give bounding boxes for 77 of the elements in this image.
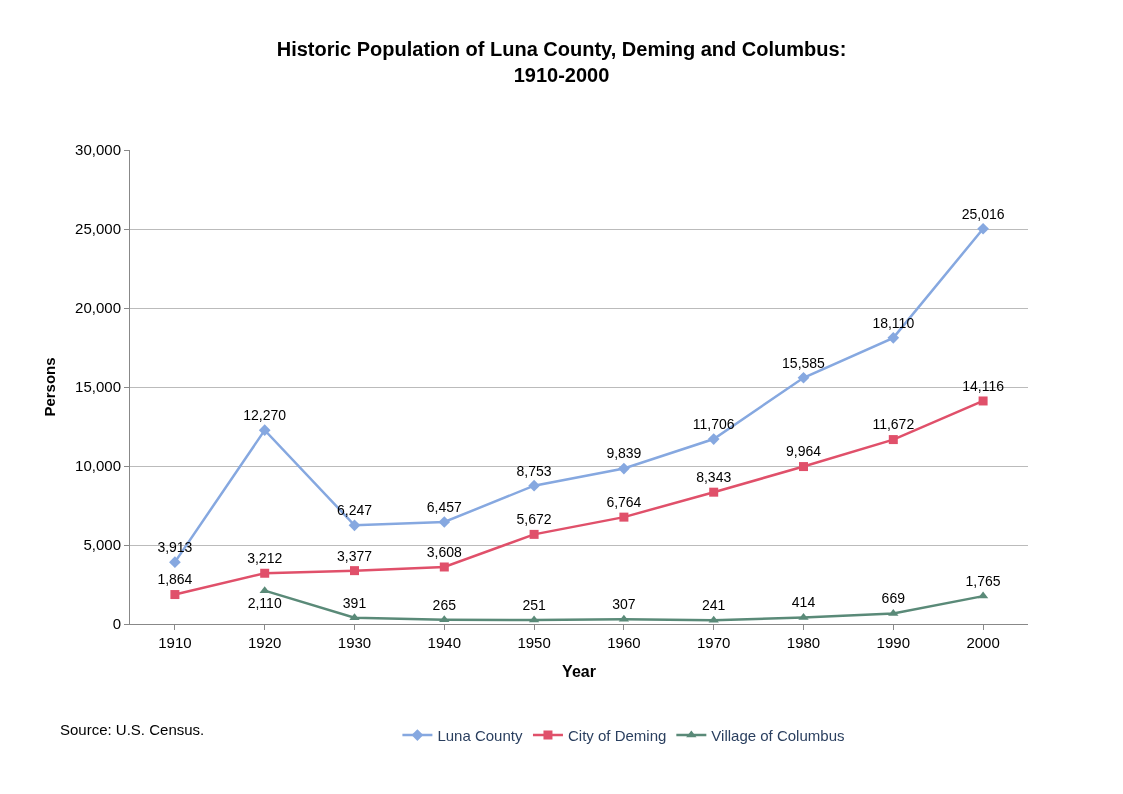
legend-label: Village of Columbus <box>711 726 845 744</box>
data-label: 9,839 <box>606 445 642 462</box>
point <box>888 608 899 616</box>
data-label: 12,270 <box>243 407 287 424</box>
point <box>799 462 808 472</box>
legend-label: Luna County <box>437 726 523 744</box>
data-label: 18,110 <box>872 314 915 331</box>
point <box>798 612 809 620</box>
x-tick-label: 1940 <box>427 634 461 651</box>
data-label: 391 <box>342 594 367 611</box>
data-label: 15,585 <box>782 354 826 371</box>
y-tick-label: 20,000 <box>75 299 121 317</box>
point <box>170 590 180 600</box>
x-tick-label: 1970 <box>697 634 731 651</box>
point <box>888 435 898 445</box>
data-label: 307 <box>612 596 636 613</box>
data-label: 3,913 <box>157 539 193 556</box>
point <box>978 396 988 406</box>
data-label: 3,608 <box>426 543 463 560</box>
point <box>438 516 451 528</box>
point <box>707 433 720 445</box>
data-label: 251 <box>522 596 546 613</box>
data-label: 9,964 <box>785 443 822 460</box>
data-label: 3,377 <box>336 547 373 564</box>
data-label: 25,016 <box>961 205 1005 222</box>
data-label: 11,706 <box>692 415 735 432</box>
x-tick-label: 1980 <box>786 634 821 651</box>
x-tick-label: 1990 <box>876 634 910 651</box>
x-tick-label: 1950 <box>517 634 551 651</box>
x-tick-label: 1910 <box>158 634 192 651</box>
point <box>439 562 449 572</box>
point <box>619 512 629 522</box>
data-label: 6,457 <box>426 498 463 515</box>
point <box>258 424 271 436</box>
source-note: Source: U.S. Census. <box>60 721 205 738</box>
point <box>348 519 361 532</box>
data-label: 8,753 <box>516 462 552 479</box>
data-label: 11,672 <box>872 416 915 433</box>
y-tick-label: 15,000 <box>75 378 121 396</box>
data-label: 2,110 <box>247 594 282 611</box>
legend-label: City of Deming <box>567 726 667 744</box>
point <box>169 556 181 569</box>
data-label: 241 <box>702 597 726 614</box>
point <box>709 487 719 497</box>
data-label: 6,764 <box>606 494 642 511</box>
data-label: 265 <box>432 596 457 613</box>
point <box>797 371 810 384</box>
y-tick-label: 0 <box>112 615 121 633</box>
x-tick-label: 2000 <box>966 634 1000 651</box>
y-tick-label: 10,000 <box>75 457 121 475</box>
chart-title: Historic Population of Luna County, Deming and Columbus: 1910-2000 <box>276 37 847 86</box>
point <box>977 222 989 235</box>
point <box>887 332 900 344</box>
data-label: 3,212 <box>247 550 283 567</box>
data-label: 669 <box>881 590 906 607</box>
point <box>618 462 630 475</box>
data-label: 8,343 <box>696 469 732 486</box>
point <box>350 566 359 576</box>
point <box>528 479 540 492</box>
data-label: 6,247 <box>336 502 373 519</box>
y-tick-label: 5,000 <box>83 536 121 554</box>
data-label: 14,116 <box>962 377 1005 394</box>
x-tick-label: 1930 <box>337 634 372 651</box>
point <box>439 615 450 623</box>
data-label: 414 <box>791 594 816 611</box>
data-label: 1,765 <box>965 572 1001 589</box>
data-label: 1,864 <box>157 571 193 588</box>
y-tick-label: 30,000 <box>75 141 121 159</box>
y-axis-title: Persons <box>41 357 59 417</box>
point <box>349 613 360 621</box>
y-tick-label: 25,000 <box>75 220 121 238</box>
x-axis-title: Year <box>562 662 596 680</box>
x-tick-label: 1960 <box>607 634 641 651</box>
point <box>260 568 270 578</box>
point <box>529 529 539 539</box>
x-tick-label: 1920 <box>248 634 282 651</box>
data-label: 5,672 <box>516 511 552 528</box>
